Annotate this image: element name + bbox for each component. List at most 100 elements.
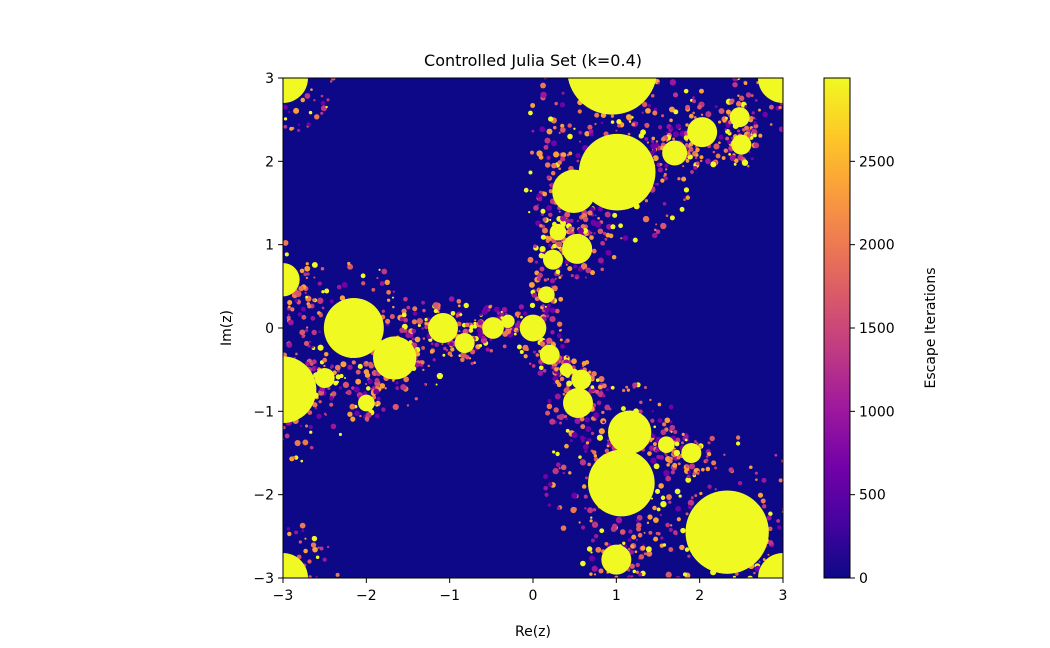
filament-speck xyxy=(606,444,610,448)
filament-speck xyxy=(634,25,637,28)
filament-speck xyxy=(375,385,379,389)
filament-speck xyxy=(554,308,560,314)
filament-speck xyxy=(665,456,672,463)
filament-speck xyxy=(258,106,260,108)
filament-speck xyxy=(556,27,558,29)
filament-speck xyxy=(553,151,560,158)
filament-speck xyxy=(401,312,407,318)
filament-speck xyxy=(560,123,565,128)
filament-speck xyxy=(795,99,797,101)
set-disc xyxy=(687,117,718,148)
filament-speck xyxy=(650,18,654,22)
filament-speck xyxy=(305,276,309,280)
filament-speck xyxy=(597,216,600,220)
filament-speck xyxy=(745,92,752,98)
filament-speck xyxy=(334,364,341,371)
filament-speck xyxy=(455,313,460,317)
filament-speck xyxy=(324,413,328,416)
filament-speck xyxy=(264,262,270,268)
filament-speck xyxy=(568,229,573,234)
filament-speck xyxy=(464,322,470,328)
filament-speck xyxy=(307,559,312,564)
filament-speck xyxy=(627,132,631,136)
filament-speck xyxy=(523,311,528,316)
filament-speck xyxy=(737,94,740,97)
filament-speck xyxy=(250,561,254,565)
filament-speck xyxy=(301,529,305,533)
filament-speck xyxy=(663,56,668,61)
filament-speck xyxy=(304,328,309,333)
filament-speck xyxy=(422,337,426,340)
filament-speck xyxy=(732,575,737,578)
filament-speck xyxy=(778,126,783,133)
filament-speck xyxy=(520,315,523,319)
filament-speck xyxy=(591,371,597,377)
filament-speck xyxy=(354,410,360,416)
filament-speck xyxy=(682,572,687,577)
filament-speck xyxy=(811,79,816,84)
filament-speck xyxy=(594,221,602,228)
filament-speck xyxy=(694,494,698,498)
filament-speck xyxy=(809,562,814,567)
filament-speck xyxy=(318,313,323,318)
filament-speck xyxy=(544,492,549,497)
filament-speck xyxy=(238,549,244,555)
set-disc xyxy=(552,169,596,213)
filament-speck xyxy=(392,290,396,293)
filament-speck xyxy=(250,368,254,372)
filament-speck xyxy=(714,600,717,603)
filament-speck xyxy=(456,299,462,304)
filament-speck xyxy=(263,29,265,31)
filament-speck xyxy=(558,167,561,171)
filament-speck xyxy=(555,462,561,468)
filament-speck xyxy=(654,182,657,186)
filament-speck xyxy=(338,386,343,390)
filament-speck xyxy=(256,296,258,298)
filament-speck xyxy=(567,133,573,140)
y-axis-label: Im(z) xyxy=(219,310,235,346)
filament-speck xyxy=(324,288,330,294)
filament-speck xyxy=(399,327,405,334)
filament-speck xyxy=(527,256,534,263)
filament-speck xyxy=(558,467,561,470)
filament-speck xyxy=(598,375,605,383)
filament-speck xyxy=(319,546,324,551)
filament-speck xyxy=(549,307,556,314)
filament-speck xyxy=(569,218,574,223)
filament-speck xyxy=(392,403,399,411)
filament-speck xyxy=(589,519,593,523)
set-disc xyxy=(685,490,769,574)
filament-speck xyxy=(660,222,667,230)
filament-speck xyxy=(668,404,674,410)
filament-speck xyxy=(798,95,803,100)
filament-speck xyxy=(610,224,616,230)
filament-speck xyxy=(732,78,738,82)
filament-speck xyxy=(665,168,668,171)
colorbar-tick-label: 1500 xyxy=(859,321,895,337)
filament-speck xyxy=(539,224,543,228)
filament-speck xyxy=(732,600,734,602)
filament-speck xyxy=(692,96,695,99)
filament-speck xyxy=(694,440,697,443)
filament-speck xyxy=(667,53,670,56)
filament-speck xyxy=(556,372,561,377)
filament-speck xyxy=(277,616,281,620)
filament-speck xyxy=(261,45,267,51)
filament-speck xyxy=(778,478,783,483)
filament-speck xyxy=(707,452,712,457)
filament-speck xyxy=(370,387,373,391)
filament-speck xyxy=(405,332,412,339)
filament-speck xyxy=(305,262,309,266)
filament-speck xyxy=(537,196,543,202)
filament-speck xyxy=(803,47,807,51)
filament-speck xyxy=(411,328,417,334)
filament-speck xyxy=(651,139,655,143)
filament-speck xyxy=(691,607,693,609)
filament-speck xyxy=(427,364,430,368)
filament-speck xyxy=(376,276,379,279)
filament-speck xyxy=(758,133,763,138)
filament-speck xyxy=(247,386,250,389)
filament-speck xyxy=(470,361,474,366)
filament-speck xyxy=(560,464,567,471)
filament-speck xyxy=(637,532,643,538)
